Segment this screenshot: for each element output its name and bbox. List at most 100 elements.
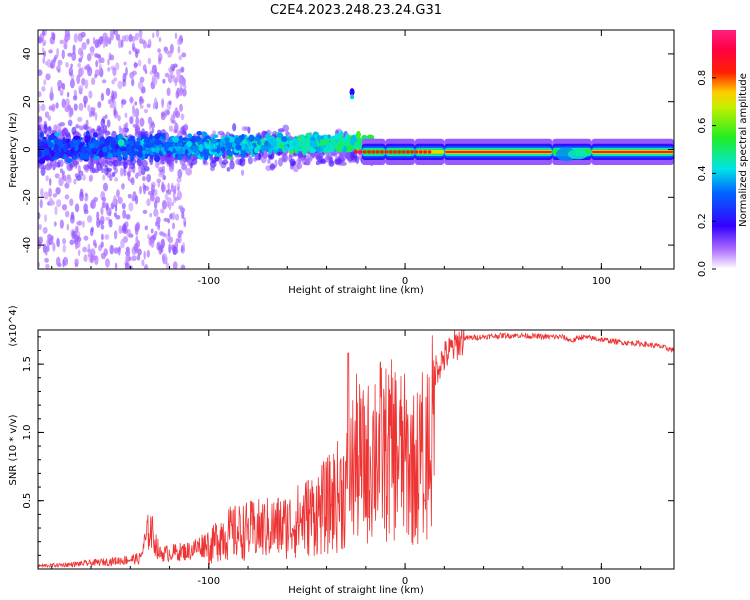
heatmap-blob	[336, 146, 343, 153]
colorbar-tick-label: 0.4	[697, 165, 708, 181]
heatmap-noise-speck	[81, 42, 87, 50]
heatmap-noise-speck	[64, 210, 70, 218]
heatmap-blob	[330, 138, 336, 144]
colorbar-gradient	[712, 30, 736, 269]
heatmap-noise-speck	[137, 59, 142, 67]
heatmap-blob	[234, 137, 242, 145]
heatmap-noise-speck	[149, 212, 153, 218]
heatmap-feature	[349, 88, 355, 97]
heatmap-noise-speck	[43, 191, 49, 200]
heatmap-noise-speck	[48, 177, 52, 186]
heatmap-haze-speck	[324, 155, 332, 163]
heatmap-haze-speck	[263, 150, 268, 159]
heatmap-blob	[277, 148, 283, 152]
heatmap-noise-speck	[117, 196, 123, 205]
heatmap-noise-speck	[173, 63, 178, 68]
heatmap-noise-speck	[108, 99, 111, 105]
heatmap-blob	[224, 136, 230, 143]
colorbar-tick-label: 0.2	[697, 213, 708, 229]
heatmap-noise-speck	[73, 178, 77, 185]
heatmap-blob	[259, 138, 266, 146]
heatmap-noise-speck	[103, 201, 106, 209]
heatmap-blob	[248, 134, 255, 142]
heatmap-haze-speck	[281, 153, 287, 163]
heatmap-noise-speck	[64, 194, 70, 200]
heatmap-noise-speck	[39, 198, 43, 209]
heatmap-blob	[184, 149, 189, 155]
heatmap-noise-speck	[130, 176, 135, 186]
heatmap-blob	[43, 138, 48, 144]
heatmap-y-tick-label: 40	[22, 48, 33, 61]
heatmap-noise-speck	[42, 30, 45, 36]
heatmap-noise-speck	[164, 49, 170, 54]
heatmap-blob	[342, 140, 349, 146]
heatmap-noise-speck	[124, 34, 130, 42]
heatmap-noise-speck	[80, 31, 86, 38]
heatmap-blob	[65, 158, 73, 164]
heatmap-noise-speck	[38, 236, 43, 245]
heatmap-feature	[350, 94, 355, 100]
heatmap-line-dot	[401, 150, 406, 154]
heatmap-noise-speck	[48, 187, 52, 198]
heatmap-blob	[227, 143, 232, 151]
heatmap-line-dot	[358, 150, 363, 154]
heatmap-blob	[104, 139, 111, 146]
heatmap-noise-speck	[143, 108, 149, 114]
heatmap-line-blob	[567, 149, 588, 160]
heatmap-noise-speck	[137, 81, 144, 90]
heatmap-noise-speck	[109, 174, 113, 182]
heatmap-y-tick-label: -20	[22, 189, 33, 205]
heatmap-noise-speck	[156, 71, 160, 80]
heatmap-line-dot	[379, 150, 384, 154]
heatmap-noise-speck	[157, 48, 161, 53]
heatmap-line-segment	[444, 150, 553, 153]
heatmap-noise-speck	[125, 66, 128, 76]
heatmap-haze-speck	[185, 167, 193, 176]
heatmap-noise-speck	[144, 266, 148, 269]
heatmap-noise-speck	[88, 90, 93, 99]
heatmap-noise-speck	[77, 220, 83, 226]
heatmap-blob	[154, 139, 161, 146]
heatmap-blob	[281, 136, 288, 143]
heatmap-noise-speck	[101, 233, 104, 241]
heatmap-noise-speck	[167, 74, 173, 84]
heatmap-noise-speck	[176, 38, 182, 46]
heatmap-noise-speck	[120, 238, 125, 249]
heatmap-noise-speck	[78, 84, 84, 93]
heatmap-haze-speck	[96, 162, 103, 172]
heatmap-noise-speck	[47, 233, 52, 240]
heatmap-plot: -100 0 100 -40 -20 0 20 40 Height of straight l…	[8, 29, 675, 296]
heatmap-blob	[264, 140, 269, 147]
heatmap-noise-speck	[135, 116, 140, 126]
heatmap-noise-speck	[171, 119, 176, 124]
heatmap-haze-speck	[82, 123, 87, 130]
heatmap-noise-speck	[161, 200, 167, 210]
heatmap-noise-speck	[146, 198, 151, 207]
heatmap-blob	[235, 144, 242, 151]
heatmap-noise-speck	[162, 174, 167, 181]
heatmap-noise-speck	[52, 32, 56, 41]
heatmap-noise-speck	[56, 199, 62, 208]
heatmap-blob	[109, 148, 115, 154]
snr-y-tick-label: 1.0	[22, 424, 33, 440]
heatmap-line-dot	[414, 150, 419, 154]
heatmap-noise-speck	[82, 174, 86, 181]
heatmap-blob	[351, 138, 358, 143]
heatmap-blob	[83, 152, 89, 161]
heatmap-noise-speck	[42, 243, 47, 254]
heatmap-blob	[212, 134, 219, 139]
heatmap-noise-speck	[129, 116, 134, 125]
heatmap-noise-speck	[50, 59, 56, 69]
snr-x-tick-label: 100	[592, 576, 611, 587]
heatmap-noise-speck	[139, 95, 144, 103]
heatmap-noise-speck	[146, 44, 151, 49]
heatmap-blob	[205, 143, 211, 150]
heatmap-noise-speck	[48, 238, 54, 245]
heatmap-noise-speck	[84, 79, 89, 89]
heatmap-noise-speck	[100, 215, 105, 225]
heatmap-noise-speck	[153, 208, 159, 217]
heatmap-noise-speck	[89, 174, 94, 182]
heatmap-noise-speck	[127, 172, 131, 182]
heatmap-blob	[265, 133, 271, 140]
heatmap-noise-speck	[77, 47, 83, 56]
